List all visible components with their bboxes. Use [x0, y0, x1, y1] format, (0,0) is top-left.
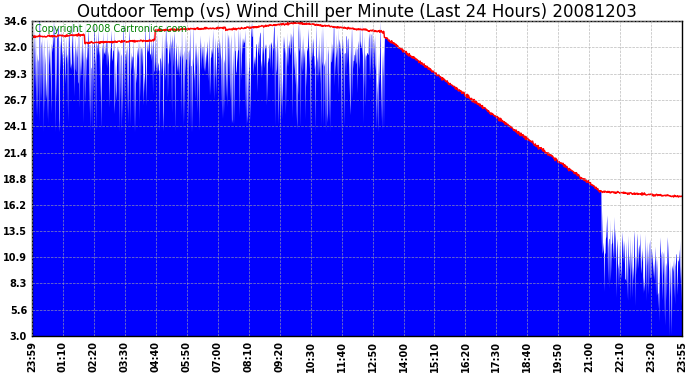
Text: Copyright 2008 Cartronics.com: Copyright 2008 Cartronics.com: [35, 24, 187, 34]
Title: Outdoor Temp (vs) Wind Chill per Minute (Last 24 Hours) 20081203: Outdoor Temp (vs) Wind Chill per Minute …: [77, 3, 637, 21]
